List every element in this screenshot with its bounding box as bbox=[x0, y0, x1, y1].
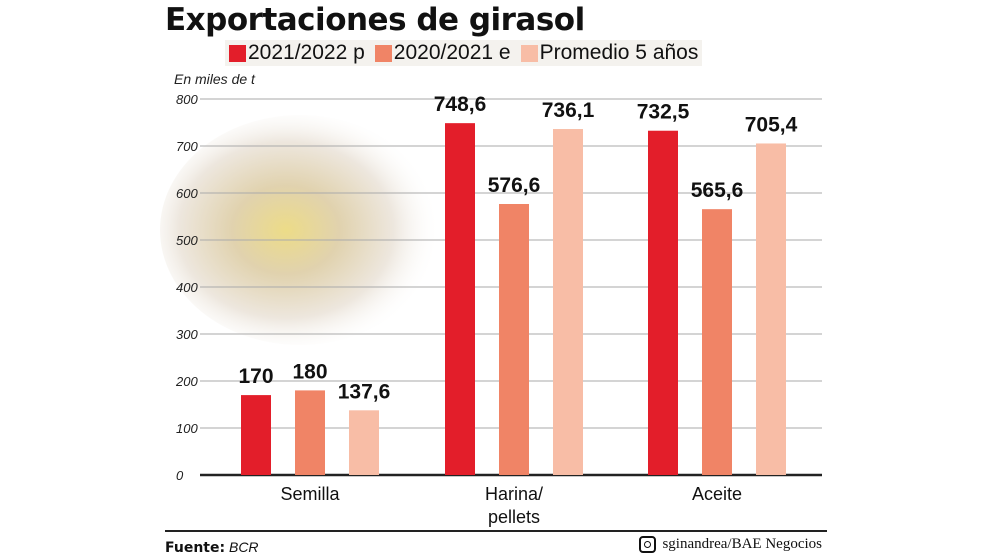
legend-label: 2021/2022 p bbox=[248, 41, 365, 64]
legend-item: 2021/2022 p bbox=[229, 41, 365, 65]
y-tick-label: 200 bbox=[175, 374, 198, 389]
credit: sginandrea/BAE Negocios bbox=[639, 536, 822, 553]
bar bbox=[445, 123, 475, 476]
data-label: 180 bbox=[292, 360, 327, 383]
footer-divider bbox=[165, 530, 827, 532]
source-label: Fuente: bbox=[165, 540, 226, 556]
bar bbox=[756, 143, 786, 475]
legend-swatch bbox=[374, 44, 392, 62]
legend-label: Promedio 5 años bbox=[539, 41, 699, 64]
x-tick-label: Semilla bbox=[280, 484, 340, 504]
bar bbox=[241, 395, 271, 475]
legend-item: 2020/2021 e bbox=[374, 41, 511, 65]
y-tick-label: 600 bbox=[176, 186, 198, 201]
y-tick-label: 400 bbox=[176, 280, 198, 295]
data-label: 748,6 bbox=[434, 93, 487, 116]
data-label: 732,5 bbox=[637, 101, 690, 124]
bar bbox=[499, 203, 529, 476]
y-tick-label: 700 bbox=[176, 139, 198, 154]
y-tick-label: 500 bbox=[176, 233, 198, 248]
legend: 2021/2022 p 2020/2021 e Promedio 5 años bbox=[225, 40, 703, 66]
chart-title: Exportaciones de girasol bbox=[165, 2, 585, 38]
data-label: 705,4 bbox=[745, 113, 798, 136]
y-axis-label: En miles de t bbox=[174, 71, 255, 87]
bar bbox=[553, 129, 583, 475]
y-tick-label: 0 bbox=[176, 468, 184, 483]
instagram-icon bbox=[639, 536, 657, 553]
data-label: 137,6 bbox=[338, 380, 391, 403]
credit-text: sginandrea/BAE Negocios bbox=[662, 536, 822, 552]
bar bbox=[349, 410, 379, 475]
y-tick-label: 100 bbox=[176, 421, 198, 436]
x-tick-label: Aceite bbox=[692, 484, 742, 504]
bar bbox=[648, 130, 678, 475]
y-tick-label: 300 bbox=[176, 327, 198, 342]
x-tick-label: Harina/ bbox=[485, 484, 543, 504]
data-label: 576,6 bbox=[488, 174, 541, 197]
bar bbox=[702, 209, 732, 475]
background-photo bbox=[160, 115, 440, 345]
x-tick-label: pellets bbox=[488, 507, 540, 527]
legend-item: Promedio 5 años bbox=[520, 41, 699, 65]
legend-swatch bbox=[520, 44, 538, 62]
bar bbox=[295, 390, 325, 475]
data-label: 736,1 bbox=[542, 99, 595, 122]
legend-label: 2020/2021 e bbox=[393, 41, 511, 64]
source-value: BCR bbox=[228, 539, 259, 555]
y-tick-label: 800 bbox=[176, 92, 198, 107]
legend-swatch bbox=[229, 44, 246, 62]
data-label: 565,6 bbox=[691, 179, 744, 202]
data-label: 170 bbox=[238, 365, 273, 388]
source: Fuente: BCR bbox=[165, 539, 259, 556]
